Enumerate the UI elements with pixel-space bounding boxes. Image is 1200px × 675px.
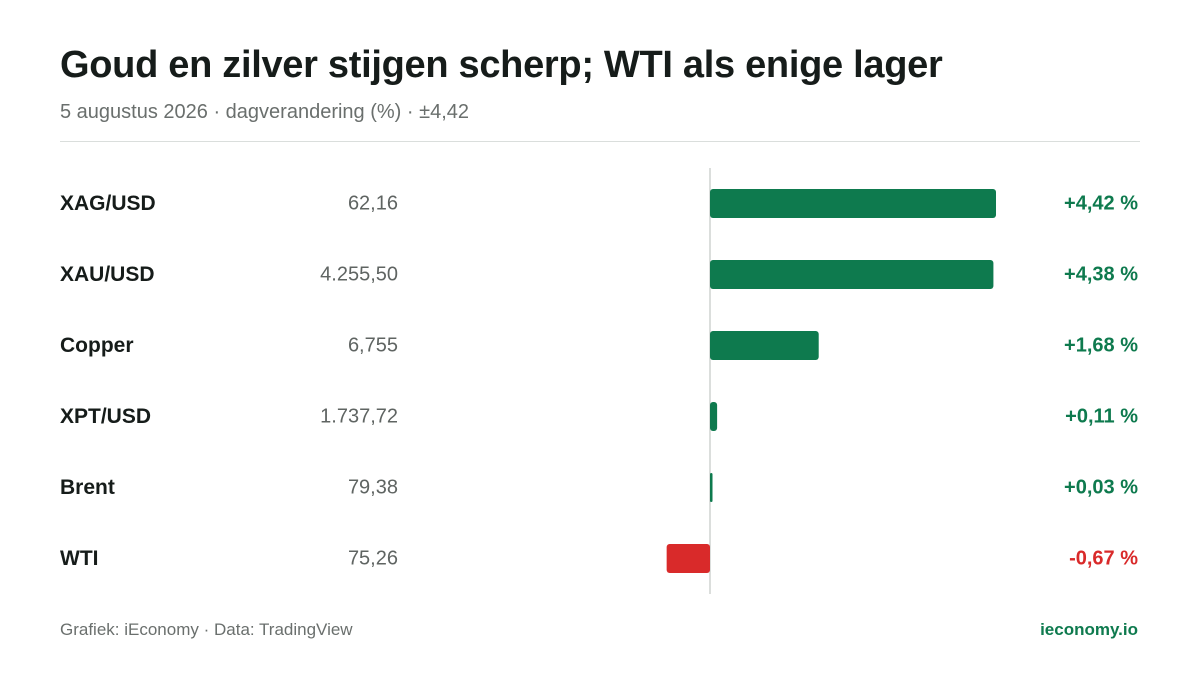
value-label: +1,68 % bbox=[1064, 335, 1138, 357]
value-label: +0,11 % bbox=[1065, 406, 1138, 428]
chart-title: Goud en zilver stijgen scherp; WTI als e… bbox=[60, 44, 943, 86]
bar bbox=[666, 544, 710, 573]
category-label: WTI bbox=[60, 547, 98, 570]
value-label: -0,67 % bbox=[1069, 548, 1138, 570]
category-label: Copper bbox=[60, 334, 134, 357]
bar bbox=[710, 402, 718, 431]
brand-link[interactable]: ieconomy.io bbox=[1040, 620, 1138, 639]
bar bbox=[710, 260, 994, 289]
category-label: XPT/USD bbox=[60, 405, 151, 428]
header-divider bbox=[60, 141, 1140, 142]
category-label: XAG/USD bbox=[60, 192, 156, 215]
value-label: +0,03 % bbox=[1064, 477, 1138, 499]
category-label: Brent bbox=[60, 476, 115, 499]
chart-subtitle: 5 augustus 2026 · dagverandering (%) · ±… bbox=[60, 101, 470, 123]
price-label: 1.737,72 bbox=[320, 406, 398, 428]
value-label: +4,38 % bbox=[1064, 264, 1138, 286]
category-label: XAU/USD bbox=[60, 263, 155, 286]
price-label: 75,26 bbox=[348, 548, 398, 570]
source-credit: Grafiek: iEconomy · Data: TradingView bbox=[60, 620, 353, 639]
value-label: +4,42 % bbox=[1064, 193, 1138, 215]
price-label: 62,16 bbox=[348, 193, 398, 215]
price-label: 6,755 bbox=[348, 335, 398, 357]
bar bbox=[710, 331, 819, 360]
bar bbox=[710, 189, 996, 218]
bar bbox=[710, 473, 713, 502]
price-label: 79,38 bbox=[348, 477, 398, 499]
price-label: 4.255,50 bbox=[320, 264, 398, 286]
